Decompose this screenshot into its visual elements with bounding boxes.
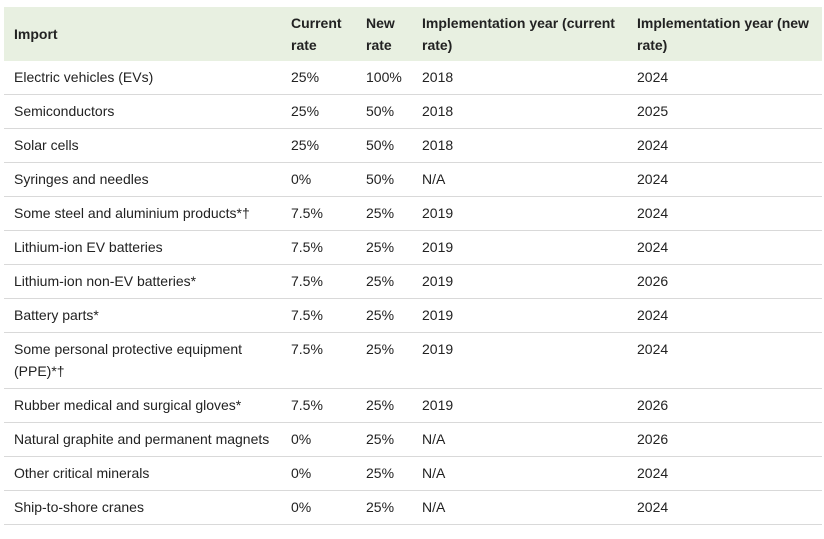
table-row: Some personal protective equipment (PPE)… <box>4 332 822 389</box>
cell-implementation-year-current: N/A <box>412 490 627 525</box>
cell-implementation-year-current: 2019 <box>412 230 627 265</box>
cell-new-rate: 25% <box>356 456 412 491</box>
cell-implementation-year-new: 2024 <box>627 298 822 333</box>
cell-new-rate: 50% <box>356 94 412 129</box>
cell-implementation-year-current: 2018 <box>412 94 627 129</box>
cell-new-rate: 25% <box>356 230 412 265</box>
cell-import: Battery parts* <box>4 298 281 333</box>
cell-implementation-year-current: 2019 <box>412 196 627 231</box>
cell-implementation-year-current: N/A <box>412 456 627 491</box>
table-row: Semiconductors 25% 50% 2018 2025 <box>4 94 822 129</box>
cell-new-rate: 50% <box>356 128 412 163</box>
cell-implementation-year-new: 2026 <box>627 264 822 299</box>
cell-implementation-year-new: 2024 <box>627 162 822 197</box>
cell-implementation-year-new: 2024 <box>627 456 822 491</box>
table-row: Other critical minerals 0% 25% N/A 2024 <box>4 456 822 491</box>
cell-import: Some personal protective equipment (PPE)… <box>4 332 281 389</box>
cell-import: Electric vehicles (EVs) <box>4 61 281 95</box>
table-header: Import Current rate New rate Implementat… <box>4 7 822 61</box>
header-row: Import Current rate New rate Implementat… <box>4 7 822 61</box>
cell-implementation-year-new: 2024 <box>627 61 822 95</box>
cell-new-rate: 25% <box>356 196 412 231</box>
table-row: Lithium-ion non-EV batteries* 7.5% 25% 2019… <box>4 264 822 299</box>
table-row: Natural graphite and permanent magnets 0%… <box>4 422 822 457</box>
tariff-table: Import Current rate New rate Implementat… <box>4 7 822 525</box>
cell-import: Rubber medical and surgical gloves* <box>4 388 281 423</box>
cell-import: Solar cells <box>4 128 281 163</box>
cell-implementation-year-new: 2024 <box>627 490 822 525</box>
cell-implementation-year-new: 2024 <box>627 230 822 265</box>
cell-implementation-year-current: 2018 <box>412 61 627 95</box>
cell-implementation-year-new: 2026 <box>627 388 822 423</box>
header-current-rate: Current rate <box>291 15 342 53</box>
table-row: Battery parts* 7.5% 25% 2019 2024 <box>4 298 822 333</box>
cell-import: Some steel and aluminium products*† <box>4 196 281 231</box>
cell-new-rate: 25% <box>356 388 412 423</box>
header-import: Import <box>14 26 58 42</box>
cell-implementation-year-new: 2024 <box>627 128 822 163</box>
cell-current-rate: 7.5% <box>281 332 356 389</box>
cell-implementation-year-current: 2019 <box>412 332 627 389</box>
cell-new-rate: 25% <box>356 298 412 333</box>
cell-implementation-year-current: 2019 <box>412 264 627 299</box>
cell-implementation-year-current: N/A <box>412 162 627 197</box>
table-row: Syringes and needles 0% 50% N/A 2024 <box>4 162 822 197</box>
cell-new-rate: 100% <box>356 61 412 95</box>
table-row: Some steel and aluminium products*† 7.5% 2… <box>4 196 822 231</box>
cell-current-rate: 25% <box>281 128 356 163</box>
cell-implementation-year-current: 2019 <box>412 298 627 333</box>
header-new-rate: New rate <box>366 15 395 53</box>
cell-new-rate: 25% <box>356 422 412 457</box>
cell-current-rate: 7.5% <box>281 298 356 333</box>
cell-implementation-year-new: 2026 <box>627 422 822 457</box>
cell-implementation-year-new: 2024 <box>627 332 822 389</box>
cell-import: Lithium-ion non-EV batteries* <box>4 264 281 299</box>
cell-import: Semiconductors <box>4 94 281 129</box>
cell-current-rate: 0% <box>281 422 356 457</box>
cell-current-rate: 7.5% <box>281 196 356 231</box>
cell-current-rate: 7.5% <box>281 388 356 423</box>
table-row: Rubber medical and surgical gloves* 7.5% 2… <box>4 388 822 423</box>
cell-current-rate: 7.5% <box>281 264 356 299</box>
cell-current-rate: 0% <box>281 456 356 491</box>
cell-import: Syringes and needles <box>4 162 281 197</box>
table-row: Solar cells 25% 50% 2018 2024 <box>4 128 822 163</box>
cell-import: Ship-to-shore cranes <box>4 490 281 525</box>
cell-current-rate: 25% <box>281 61 356 95</box>
cell-new-rate: 25% <box>356 490 412 525</box>
cell-new-rate: 25% <box>356 264 412 299</box>
cell-import: Other critical minerals <box>4 456 281 491</box>
cell-implementation-year-current: 2018 <box>412 128 627 163</box>
cell-import: Natural graphite and permanent magnets <box>4 422 281 457</box>
tariff-table-container: Import Current rate New rate Implementat… <box>4 7 822 525</box>
cell-import: Lithium-ion EV batteries <box>4 230 281 265</box>
cell-implementation-year-current: N/A <box>412 422 627 457</box>
cell-implementation-year-new: 2025 <box>627 94 822 129</box>
cell-new-rate: 50% <box>356 162 412 197</box>
cell-current-rate: 0% <box>281 490 356 525</box>
table-row: Ship-to-shore cranes 0% 25% N/A 2024 <box>4 490 822 525</box>
header-implementation-year-current: Implementation year (current rate) <box>422 15 615 53</box>
table-body: Electric vehicles (EVs) 25% 100% 2018 2024 Se… <box>4 61 822 525</box>
header-implementation-year-new: Implementation year (new rate) <box>637 15 809 53</box>
cell-current-rate: 25% <box>281 94 356 129</box>
cell-new-rate: 25% <box>356 332 412 389</box>
cell-current-rate: 0% <box>281 162 356 197</box>
cell-implementation-year-current: 2019 <box>412 388 627 423</box>
cell-implementation-year-new: 2024 <box>627 196 822 231</box>
table-row: Electric vehicles (EVs) 25% 100% 2018 2024 <box>4 61 822 95</box>
cell-current-rate: 7.5% <box>281 230 356 265</box>
table-row: Lithium-ion EV batteries 7.5% 25% 2019 2024 <box>4 230 822 265</box>
